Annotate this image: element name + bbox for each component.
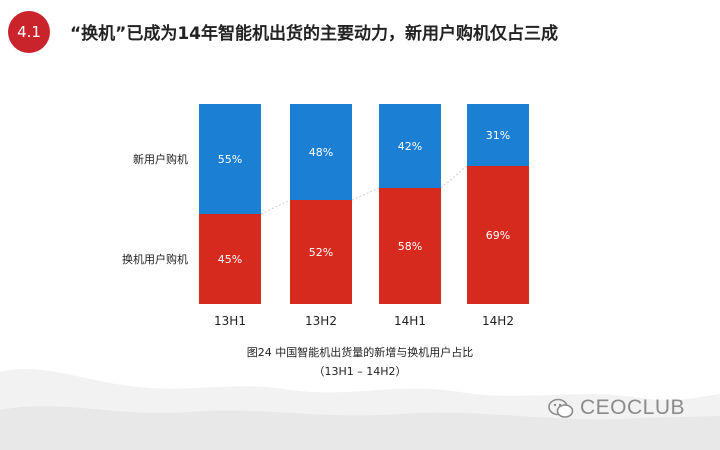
bar-segment-switchers <box>199 214 261 304</box>
figure-caption: 图24 中国智能机出货量的新增与换机用户占比 <box>246 346 474 359</box>
bar-segment-switchers <box>467 166 529 304</box>
x-tick-label: 14H2 <box>482 314 514 328</box>
data-label: 58% <box>398 240 422 253</box>
data-label: 52% <box>309 246 333 259</box>
section-badge: 4.1 <box>8 11 50 53</box>
figure-caption-range: （13H1 – 14H2） <box>313 365 407 378</box>
x-tick-label: 13H1 <box>214 314 246 328</box>
x-tick-label: 13H2 <box>305 314 337 328</box>
connector-line <box>260 199 291 215</box>
connector-line <box>351 187 380 201</box>
legend-switchers: 换机用户购机 <box>122 252 188 266</box>
x-tick-label: 14H1 <box>394 314 426 328</box>
bar-segment-switchers <box>379 188 441 304</box>
wechat-icon <box>548 398 574 418</box>
data-label: 42% <box>398 140 422 153</box>
data-label: 55% <box>218 153 242 166</box>
data-label: 45% <box>218 253 242 266</box>
data-label: 69% <box>486 229 510 242</box>
bar-segment-new-users <box>379 104 441 188</box>
page-title: “换机”已成为14年智能机出货的主要动力，新用户购机仅占三成 <box>70 24 559 44</box>
watermark-text: CEOCLUB <box>580 396 686 419</box>
data-label: 31% <box>486 129 510 142</box>
bar-segment-new-users <box>290 104 352 200</box>
bar-segment-new-users <box>199 104 261 214</box>
legend-new-users: 新用户购机 <box>133 152 188 166</box>
connector-line <box>440 165 468 189</box>
stacked-bar-chart: 45% 55% 13H1 52% 48% 13H2 58% 42% 14H1 69% 31% 14H2… <box>122 104 529 328</box>
bar-segment-new-users <box>467 104 529 166</box>
watermark: CEOCLUB <box>548 396 685 420</box>
bar-segment-switchers <box>290 200 352 304</box>
data-label: 48% <box>309 146 333 159</box>
